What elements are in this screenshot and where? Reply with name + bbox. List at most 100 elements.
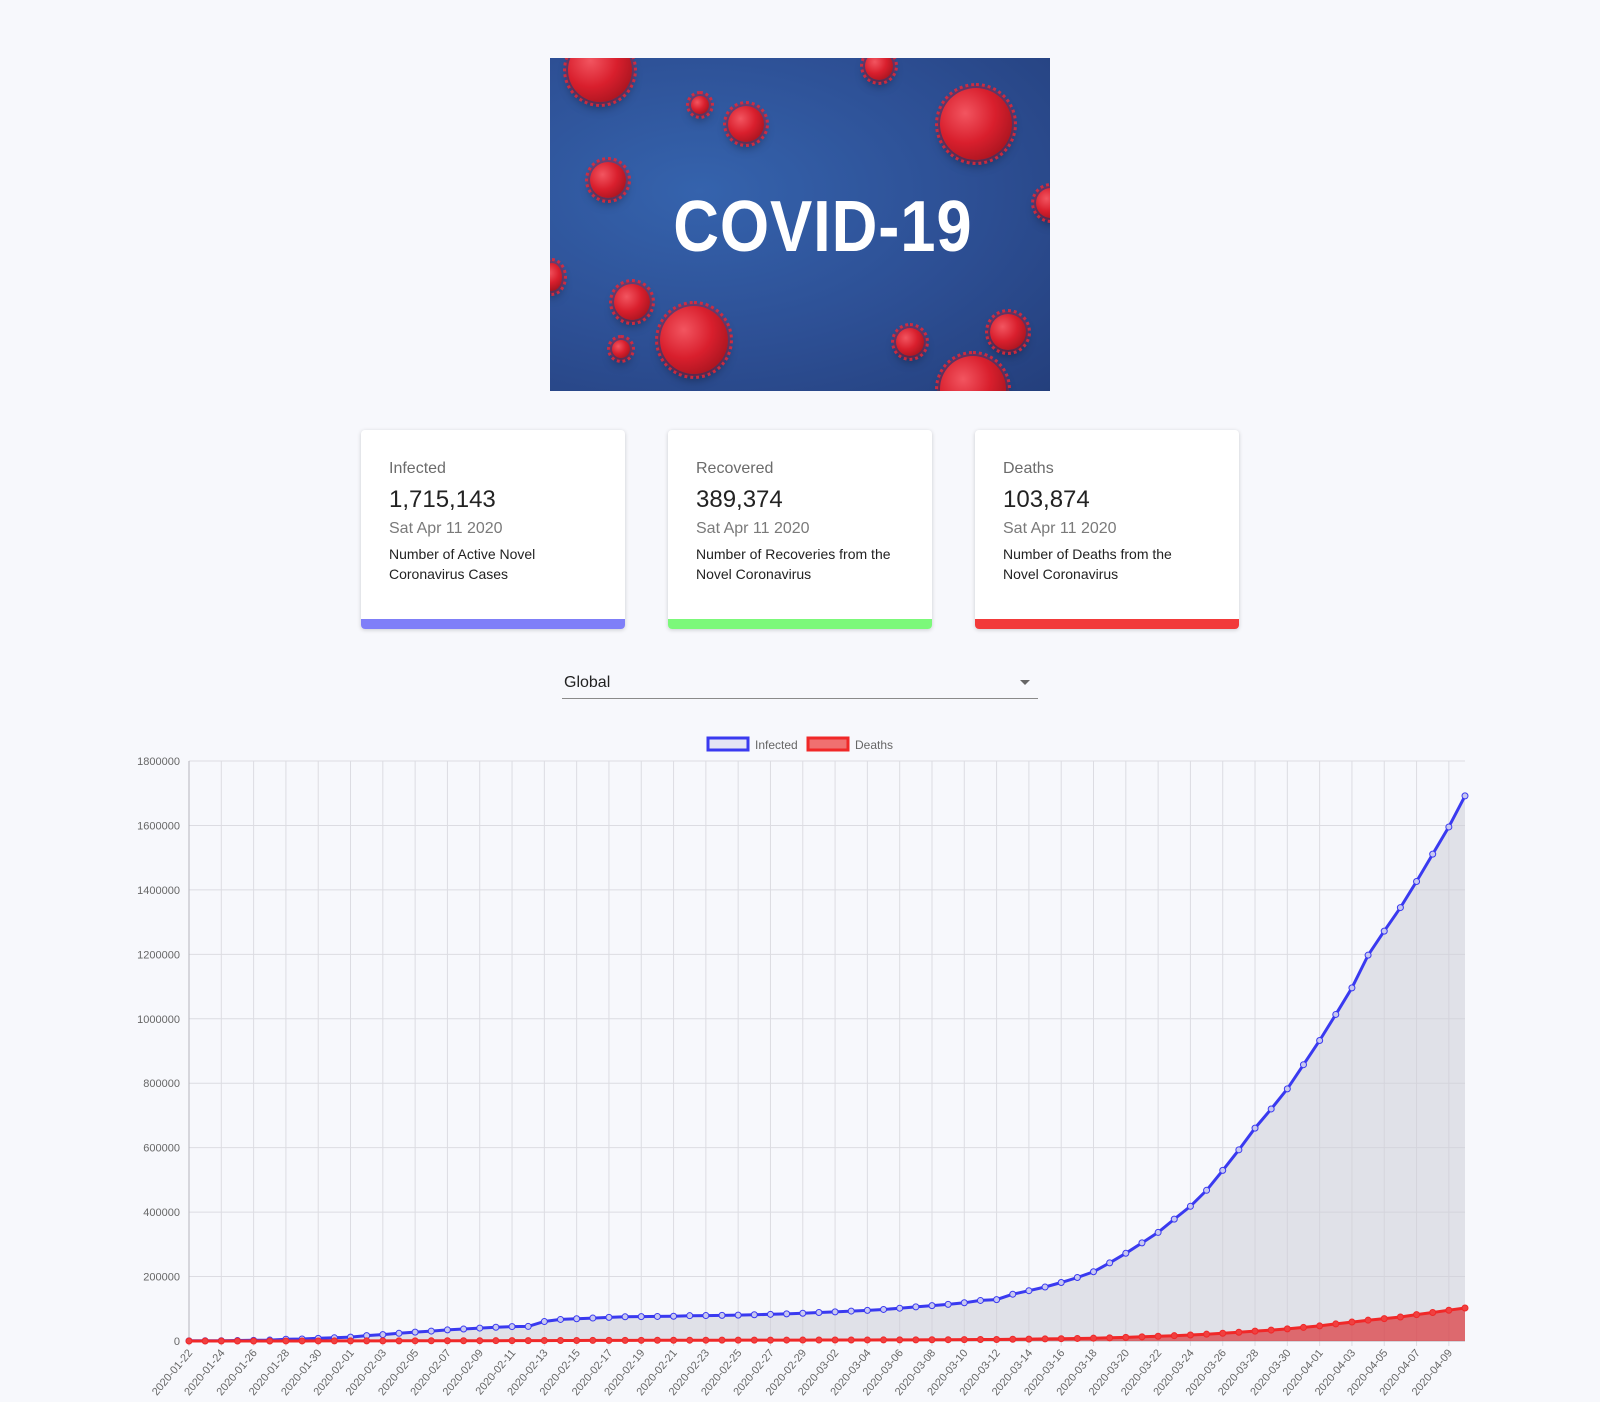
data-point [589,1336,597,1344]
data-point [427,1327,435,1335]
data-point [1073,1334,1081,1342]
data-point [896,1336,904,1344]
data-point [233,1337,241,1345]
data-point [1413,877,1421,885]
data-point [492,1337,500,1345]
data-point [1057,1335,1065,1343]
data-point [1235,1328,1243,1336]
data-point [1283,1325,1291,1333]
card-color-bar [975,619,1239,629]
data-point [1154,1228,1162,1236]
data-point [330,1337,338,1345]
y-tick-label: 600000 [143,1143,180,1155]
data-point [1219,1166,1227,1174]
card-description: Number of Active Novel Coronavirus Cases [389,546,536,582]
data-point [1429,850,1437,858]
data-point [1364,1316,1372,1324]
data-point [1138,1239,1146,1247]
data-point [605,1313,613,1321]
data-point [476,1337,484,1345]
data-point [815,1336,823,1344]
data-point [670,1336,678,1344]
data-point [831,1308,839,1316]
data-point [1090,1334,1098,1342]
data-point [460,1337,468,1345]
y-tick-label: 1400000 [137,885,180,897]
data-point [1090,1268,1098,1276]
deaths-card: Deaths 103,874 Sat Apr 11 2020 Number of… [975,430,1239,629]
data-point [718,1336,726,1344]
data-point [379,1331,387,1339]
data-point [556,1315,564,1323]
data-point [1122,1333,1130,1341]
dropdown-arrow-icon[interactable] [1020,680,1030,685]
data-point [912,1336,920,1344]
data-point [783,1336,791,1344]
data-point [1025,1335,1033,1343]
data-point [1041,1335,1049,1343]
cases-line-chart: 0 200000 400000 600000 800000 1000000 1200000 1… [137,736,1469,1398]
y-tick-label: 1600000 [137,820,180,832]
legend-swatch-infected [706,736,750,752]
data-point [492,1323,500,1331]
data-point [1364,951,1372,959]
data-point [783,1310,791,1318]
data-point [443,1337,451,1345]
data-point [379,1337,387,1345]
series-area-infected [189,795,1465,1341]
data-point [863,1336,871,1344]
data-point [1413,1311,1421,1319]
data-point [1170,1332,1178,1340]
country-select[interactable]: Global [562,660,1038,699]
data-point [750,1336,758,1344]
y-tick-label: 200000 [143,1272,180,1284]
data-point [1267,1326,1275,1334]
data-point [1316,1322,1324,1330]
data-point [880,1336,888,1344]
legend-label-deaths: Deaths [855,738,893,752]
data-point [1073,1273,1081,1281]
country-select-value: Global [564,674,611,691]
data-point [347,1337,355,1345]
data-point [476,1324,484,1332]
data-point [686,1336,694,1344]
data-point [621,1313,629,1321]
data-point [1186,1202,1194,1210]
data-point [427,1337,435,1345]
data-point [1106,1334,1114,1342]
data-point [1445,1306,1453,1314]
data-point [1138,1333,1146,1341]
data-point [653,1336,661,1344]
data-point [944,1336,952,1344]
data-point [1170,1215,1178,1223]
data-point [524,1322,532,1330]
card-value: 103,874 [1003,486,1090,513]
data-point [573,1336,581,1344]
data-point [766,1336,774,1344]
data-point [928,1336,936,1344]
data-point [718,1311,726,1319]
data-point [1106,1259,1114,1267]
card-value: 1,715,143 [389,486,496,513]
card-color-bar [361,619,625,629]
data-point [1461,792,1469,800]
data-point [1396,904,1404,912]
y-tick-label: 1000000 [137,1014,180,1026]
data-point [395,1337,403,1345]
data-point [411,1328,419,1336]
data-point [1203,1330,1211,1338]
data-point [411,1337,419,1345]
data-point [750,1311,758,1319]
series-area-deaths [189,1308,1465,1341]
data-point [944,1300,952,1308]
data-point [1299,1323,1307,1331]
data-point [621,1336,629,1344]
data-point [637,1336,645,1344]
data-point [912,1303,920,1311]
card-label: Infected [389,460,446,477]
data-point [863,1306,871,1314]
data-point [993,1335,1001,1343]
data-point [1122,1249,1130,1257]
data-point [1235,1146,1243,1154]
y-tick-label: 0 [174,1336,180,1348]
